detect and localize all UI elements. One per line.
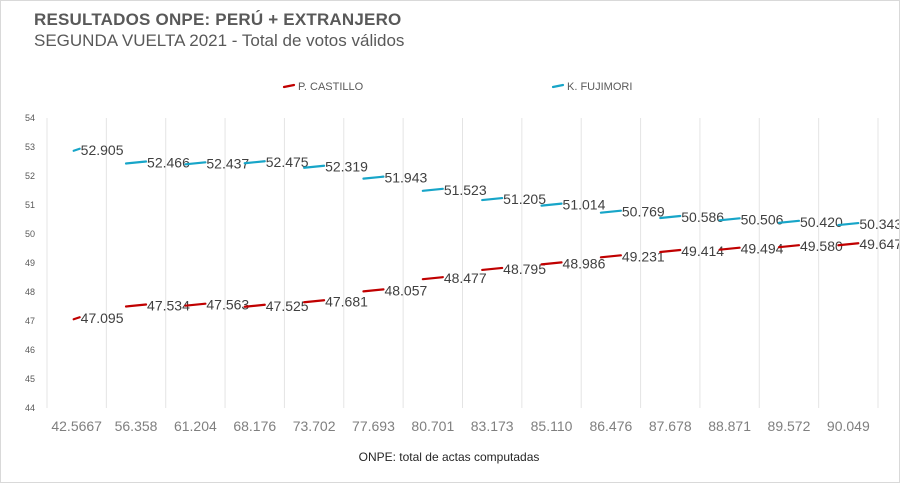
data-point bbox=[718, 246, 741, 251]
data-point bbox=[243, 303, 266, 308]
data-point bbox=[421, 276, 444, 281]
x-tick-label: 77.693 bbox=[352, 418, 395, 434]
legend-swatch bbox=[551, 83, 565, 89]
data-point bbox=[481, 196, 504, 202]
data-point bbox=[481, 266, 504, 272]
data-point bbox=[362, 175, 385, 180]
legend-label: K. FUJIMORI bbox=[567, 81, 632, 93]
x-tick-label: 80.701 bbox=[411, 418, 454, 434]
x-tick-label: 86.476 bbox=[589, 418, 632, 434]
y-tick-label: 53 bbox=[25, 142, 35, 152]
data-label: 50.420 bbox=[800, 214, 843, 230]
data-point bbox=[243, 160, 266, 165]
x-tick-label: 90.049 bbox=[827, 418, 870, 434]
x-axis-title: ONPE: total de actas computadas bbox=[359, 450, 540, 464]
data-label: 52.437 bbox=[206, 155, 249, 171]
data-point bbox=[303, 299, 326, 304]
data-point bbox=[659, 248, 682, 254]
data-point bbox=[599, 209, 622, 214]
y-tick-label: 46 bbox=[25, 345, 35, 355]
data-label: 48.795 bbox=[503, 261, 546, 277]
data-label: 49.494 bbox=[741, 241, 784, 257]
x-tick-label: 89.572 bbox=[768, 418, 811, 434]
data-label: 50.506 bbox=[741, 211, 784, 227]
data-label: 51.943 bbox=[384, 170, 427, 186]
data-label: 51.014 bbox=[563, 197, 606, 213]
data-label: 50.769 bbox=[622, 204, 665, 220]
data-point bbox=[72, 316, 81, 321]
data-point bbox=[837, 221, 860, 227]
x-tick-label: 61.204 bbox=[174, 418, 217, 434]
x-tick-label: 68.176 bbox=[233, 418, 276, 434]
data-point bbox=[421, 187, 444, 192]
data-point bbox=[777, 244, 801, 249]
data-label: 48.477 bbox=[444, 270, 487, 286]
data-label: 52.466 bbox=[147, 154, 190, 170]
data-label: 52.319 bbox=[325, 159, 368, 175]
y-tick-label: 48 bbox=[25, 287, 35, 297]
data-point bbox=[540, 261, 563, 266]
y-tick-label: 45 bbox=[25, 374, 35, 384]
data-point bbox=[303, 164, 326, 169]
data-label: 47.681 bbox=[325, 293, 368, 309]
x-tick-label: 83.173 bbox=[471, 418, 514, 434]
data-label: 48.986 bbox=[563, 255, 606, 271]
data-label: 49.231 bbox=[622, 248, 665, 264]
data-label: 50.586 bbox=[681, 209, 724, 225]
data-point bbox=[362, 288, 385, 293]
data-label: 52.475 bbox=[266, 154, 309, 170]
y-tick-label: 52 bbox=[25, 171, 35, 181]
data-point bbox=[718, 217, 741, 222]
data-point bbox=[124, 160, 148, 165]
data-point bbox=[599, 254, 622, 259]
data-point bbox=[72, 147, 81, 152]
data-point bbox=[184, 302, 207, 307]
x-tick-label: 85.110 bbox=[531, 418, 573, 434]
x-tick-label: 73.702 bbox=[293, 418, 336, 434]
data-label: 49.647 bbox=[859, 236, 899, 252]
legend-label: P. CASTILLO bbox=[298, 81, 364, 93]
data-point bbox=[124, 303, 148, 308]
data-point bbox=[777, 219, 801, 224]
data-label: 49.580 bbox=[800, 238, 843, 254]
y-tick-label: 51 bbox=[25, 200, 35, 210]
data-label: 50.343 bbox=[859, 216, 899, 232]
data-label: 49.414 bbox=[681, 243, 724, 259]
data-label: 47.563 bbox=[206, 297, 249, 313]
x-tick-label: 88.871 bbox=[708, 418, 751, 434]
data-label: 47.095 bbox=[81, 310, 124, 326]
data-point bbox=[659, 214, 682, 220]
x-tick-label: 56.358 bbox=[115, 418, 158, 434]
data-point bbox=[540, 202, 563, 207]
y-tick-label: 54 bbox=[25, 113, 35, 123]
data-label: 51.205 bbox=[503, 191, 546, 207]
x-tick-label: 42.5667 bbox=[51, 418, 102, 434]
data-label: 51.523 bbox=[444, 182, 487, 198]
data-point bbox=[184, 161, 207, 166]
data-label: 47.525 bbox=[266, 298, 309, 314]
y-tick-label: 49 bbox=[25, 258, 35, 268]
data-label: 47.534 bbox=[147, 298, 190, 314]
data-label: 52.905 bbox=[81, 142, 124, 158]
chart-title: RESULTADOS ONPE: PERÚ + EXTRANJERO bbox=[34, 10, 402, 29]
chart-subtitle: SEGUNDA VUELTA 2021 - Total de votos vál… bbox=[34, 31, 405, 50]
y-tick-label: 47 bbox=[25, 316, 35, 326]
y-tick-label: 44 bbox=[25, 403, 35, 413]
data-label: 48.057 bbox=[384, 282, 427, 298]
legend-swatch bbox=[282, 83, 296, 89]
x-tick-label: 87.678 bbox=[649, 418, 692, 434]
y-tick-label: 50 bbox=[25, 229, 35, 239]
data-point bbox=[837, 242, 860, 247]
